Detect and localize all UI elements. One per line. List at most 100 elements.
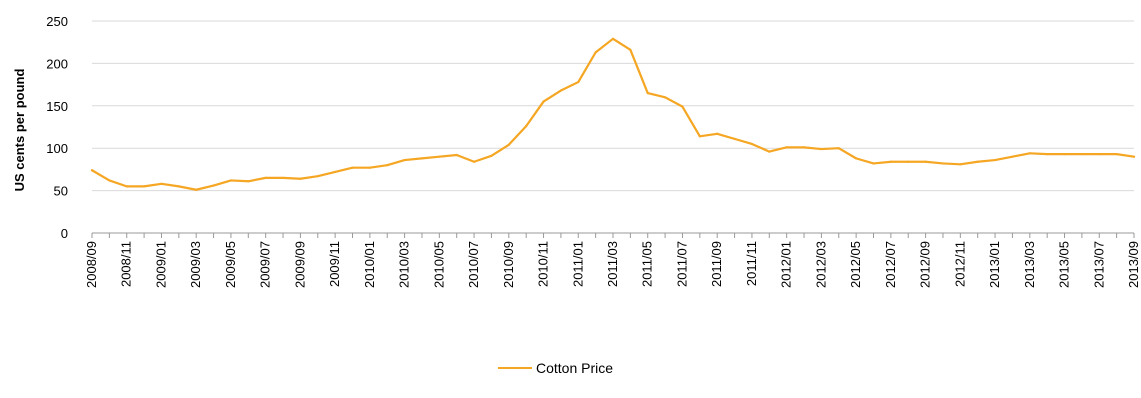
x-tick-label: 2009/11 bbox=[327, 241, 342, 287]
x-tick-label: 2010/01 bbox=[362, 241, 377, 288]
data-point bbox=[664, 96, 667, 99]
data-point bbox=[177, 185, 180, 188]
data-point bbox=[403, 158, 406, 162]
data-point bbox=[351, 166, 354, 169]
data-point bbox=[594, 51, 597, 54]
data-point bbox=[629, 48, 632, 51]
data-point bbox=[907, 160, 910, 163]
data-point bbox=[1080, 153, 1083, 156]
data-point bbox=[490, 154, 493, 157]
x-tick-label: 2013/05 bbox=[1057, 241, 1072, 288]
x-tick-label: 2012/01 bbox=[779, 241, 794, 288]
data-point bbox=[993, 158, 997, 162]
x-tick-label: 2010/05 bbox=[431, 241, 446, 288]
data-point bbox=[438, 155, 441, 158]
data-point bbox=[1011, 155, 1014, 158]
data-point bbox=[368, 166, 371, 169]
data-point bbox=[525, 125, 528, 128]
x-tick-label: 2009/05 bbox=[223, 241, 238, 288]
data-point bbox=[195, 188, 198, 191]
y-axis-title: US cents per pound bbox=[12, 69, 27, 192]
x-tick-label: 2012/07 bbox=[883, 241, 898, 288]
x-tick-label: 2009/09 bbox=[292, 241, 307, 288]
x-tick-label: 2010/03 bbox=[397, 241, 412, 288]
series-line-cotton-price bbox=[90, 37, 1136, 191]
data-point bbox=[125, 185, 128, 188]
data-point bbox=[733, 137, 736, 140]
y-tick-label: 0 bbox=[61, 226, 68, 241]
y-tick-label: 250 bbox=[46, 14, 68, 29]
x-axis: 2008/09 2008/11 2009/01 2009/03 2009/05 2009/… bbox=[84, 232, 1141, 288]
data-point bbox=[1115, 153, 1118, 156]
data-point bbox=[542, 100, 545, 103]
x-tick-label: 2013/07 bbox=[1091, 241, 1106, 288]
x-tick-label: 2011/03 bbox=[605, 241, 620, 287]
data-point bbox=[507, 143, 510, 146]
data-point bbox=[472, 160, 476, 163]
x-tick-label: 2011/11 bbox=[744, 241, 759, 286]
data-point bbox=[559, 89, 563, 92]
x-tick-label: 2011/05 bbox=[640, 241, 655, 287]
data-point bbox=[281, 176, 285, 179]
data-point bbox=[212, 184, 215, 187]
data-point bbox=[1046, 153, 1049, 156]
x-tick-label: 2008/11 bbox=[119, 241, 134, 287]
x-tick-label: 2009/01 bbox=[153, 241, 168, 288]
series-layer bbox=[90, 37, 1136, 191]
data-point bbox=[455, 153, 458, 157]
y-tick-label: 150 bbox=[46, 99, 68, 114]
x-tick-label: 2008/09 bbox=[84, 241, 99, 288]
x-tick-label: 2011/07 bbox=[674, 241, 689, 287]
data-point bbox=[1098, 153, 1101, 156]
x-tick-label: 2012/03 bbox=[813, 241, 828, 288]
data-point bbox=[837, 147, 840, 150]
data-point bbox=[750, 142, 754, 146]
data-point bbox=[143, 185, 146, 188]
legend-label-cotton-price: Cotton Price bbox=[536, 360, 613, 376]
legend: Cotton Price bbox=[498, 360, 613, 376]
x-tick-label: 2012/09 bbox=[918, 241, 933, 288]
x-tick-label: 2010/11 bbox=[536, 241, 551, 287]
data-point bbox=[299, 177, 302, 180]
data-point bbox=[334, 170, 337, 174]
x-tick-label: 2010/09 bbox=[501, 241, 516, 288]
data-point bbox=[768, 150, 771, 153]
x-tick-label: 2009/07 bbox=[258, 241, 273, 288]
data-point bbox=[386, 164, 389, 167]
data-point bbox=[976, 160, 979, 163]
x-tick-label: 2010/07 bbox=[466, 241, 481, 288]
data-point bbox=[108, 179, 111, 182]
data-point bbox=[264, 176, 267, 179]
data-point bbox=[420, 157, 424, 160]
data-point bbox=[716, 132, 719, 135]
data-point bbox=[698, 135, 701, 138]
data-point bbox=[611, 37, 615, 40]
data-point bbox=[646, 91, 649, 95]
data-point bbox=[820, 147, 823, 151]
data-point bbox=[247, 180, 250, 183]
data-point bbox=[1063, 153, 1066, 156]
data-point bbox=[1028, 152, 1031, 155]
data-point bbox=[785, 146, 788, 149]
x-tick-label: 2013/01 bbox=[987, 241, 1002, 288]
y-tick-label: 200 bbox=[46, 56, 68, 71]
data-point bbox=[229, 179, 233, 182]
data-point bbox=[959, 163, 962, 166]
x-tick-label: 2012/05 bbox=[848, 241, 863, 288]
data-point bbox=[941, 162, 945, 165]
data-point bbox=[889, 160, 892, 163]
data-point bbox=[1132, 155, 1136, 158]
x-tick-label: 2013/03 bbox=[1022, 241, 1037, 288]
data-point bbox=[681, 105, 684, 108]
x-tick-label: 2013/09 bbox=[1126, 241, 1141, 288]
gridlines bbox=[92, 20, 1134, 192]
data-point bbox=[316, 175, 319, 178]
y-tick-label: 100 bbox=[46, 141, 68, 156]
y-axis: 0 50 100 150 200 250 bbox=[46, 14, 68, 241]
x-tick-label: 2011/09 bbox=[709, 241, 724, 287]
x-tick-label: 2011/01 bbox=[570, 241, 585, 287]
x-tick-label: 2012/11 bbox=[952, 241, 967, 287]
data-point bbox=[802, 146, 806, 149]
